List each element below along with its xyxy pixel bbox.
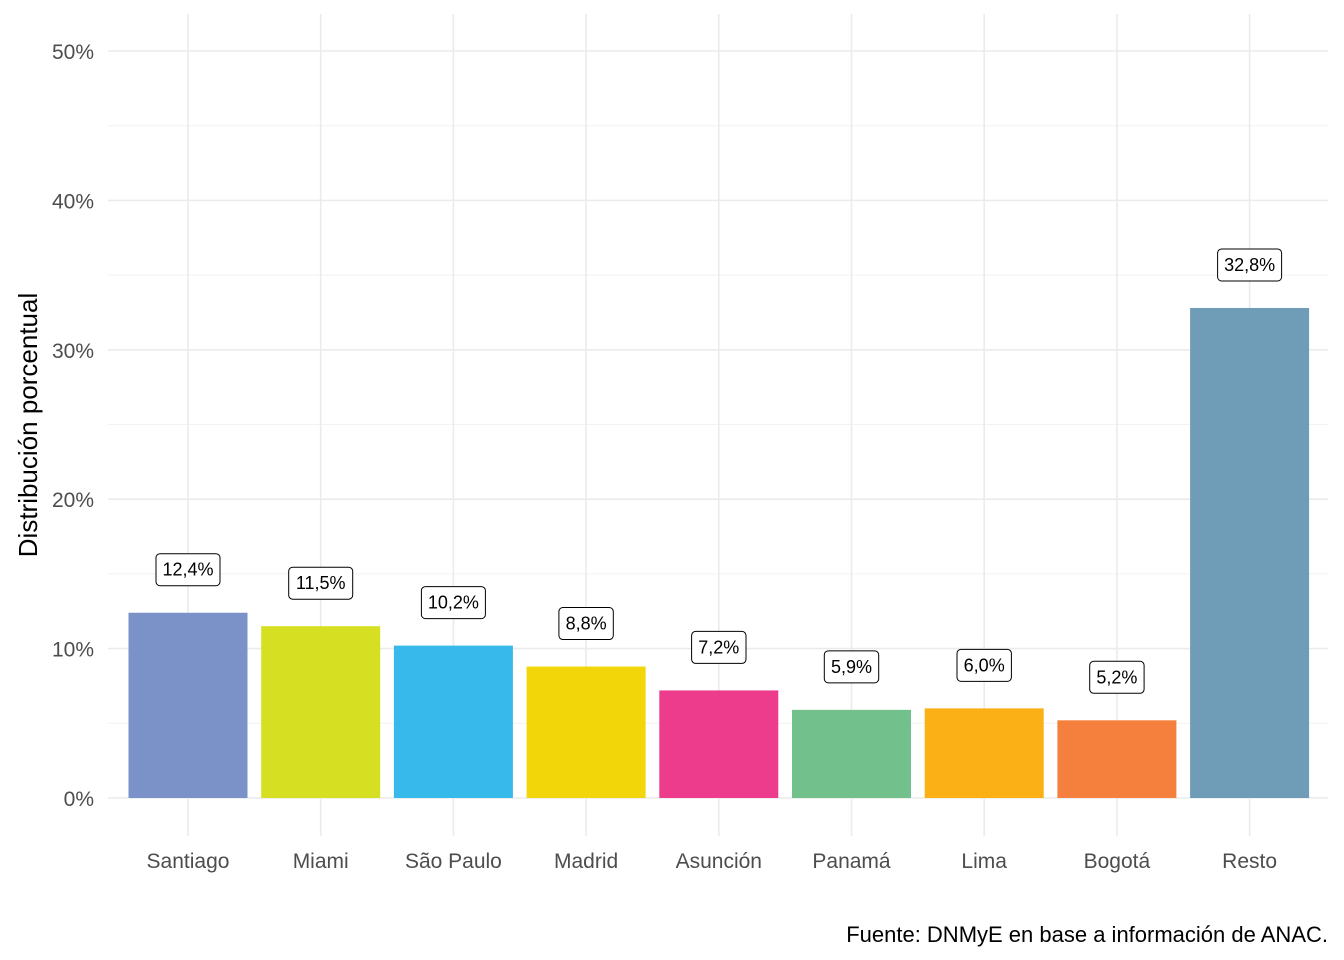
data-label-text: 10,2% bbox=[428, 593, 479, 613]
y-axis-label: Distribución porcentual bbox=[13, 293, 43, 557]
y-tick-label: 0% bbox=[64, 788, 94, 811]
x-tick-label: Miami bbox=[293, 850, 349, 873]
y-tick-label: 40% bbox=[52, 190, 94, 213]
data-label: 5,9% bbox=[823, 650, 880, 684]
x-tick-label: Asunción bbox=[676, 850, 762, 873]
x-tick-label: Santiago bbox=[147, 850, 230, 873]
data-labels: 12,4% 11,5% 10,2% 8,8% 7,2% 5,9% 6,0% 5,2% 32,8% bbox=[155, 248, 1283, 694]
bar bbox=[261, 626, 381, 798]
bar bbox=[128, 612, 248, 798]
data-label-box bbox=[823, 650, 880, 684]
y-tick-label: 20% bbox=[52, 489, 94, 512]
y-tick-label: 30% bbox=[52, 340, 94, 363]
data-label-box bbox=[155, 553, 221, 587]
y-tick-label: 50% bbox=[52, 41, 94, 64]
x-tick-label: Madrid bbox=[554, 850, 618, 873]
data-label: 6,0% bbox=[956, 648, 1012, 682]
x-tick-label: Bogotá bbox=[1084, 850, 1151, 873]
bar bbox=[526, 666, 646, 798]
data-label-box bbox=[691, 630, 747, 664]
x-tick-label: São Paulo bbox=[405, 850, 502, 873]
data-label: 5,2% bbox=[1089, 660, 1145, 694]
source-caption: Fuente: DNMyE en base a información de A… bbox=[846, 922, 1328, 947]
data-label: 10,2% bbox=[420, 586, 486, 620]
data-label: 12,4% bbox=[155, 553, 221, 587]
data-label-box bbox=[1089, 660, 1145, 694]
x-axis-ticks: Santiago Miami São Paulo Madrid Asunción Pana… bbox=[147, 850, 1277, 873]
data-label-text: 6,0% bbox=[964, 655, 1005, 675]
bar bbox=[924, 708, 1044, 798]
data-label-box bbox=[1217, 248, 1283, 282]
y-tick-label: 10% bbox=[52, 639, 94, 662]
data-label-text: 7,2% bbox=[698, 637, 739, 657]
data-label: 32,8% bbox=[1217, 248, 1283, 282]
data-label-box bbox=[956, 648, 1012, 682]
x-tick-label: Lima bbox=[961, 850, 1007, 873]
x-tick-label: Resto bbox=[1222, 850, 1277, 873]
data-label: 7,2% bbox=[691, 630, 747, 664]
data-label-box bbox=[288, 566, 354, 600]
bars bbox=[128, 307, 1310, 798]
data-label-text: 5,2% bbox=[1096, 667, 1137, 687]
data-label-text: 32,8% bbox=[1224, 255, 1275, 275]
y-axis-ticks: 0% 10% 20% 30% 40% 50% bbox=[52, 41, 94, 811]
bar bbox=[1057, 720, 1177, 798]
data-label: 8,8% bbox=[558, 607, 614, 641]
bar bbox=[1190, 307, 1310, 798]
bar bbox=[393, 645, 513, 798]
data-label-text: 5,9% bbox=[831, 657, 872, 677]
bar bbox=[792, 709, 911, 798]
data-label-box bbox=[420, 586, 486, 620]
data-label: 11,5% bbox=[288, 566, 354, 600]
data-label-text: 12,4% bbox=[162, 560, 213, 580]
bar bbox=[659, 690, 779, 798]
data-label-text: 11,5% bbox=[296, 573, 346, 593]
x-tick-label: Panamá bbox=[812, 850, 891, 873]
data-label-text: 8,8% bbox=[566, 614, 607, 634]
data-label-box bbox=[558, 607, 614, 641]
